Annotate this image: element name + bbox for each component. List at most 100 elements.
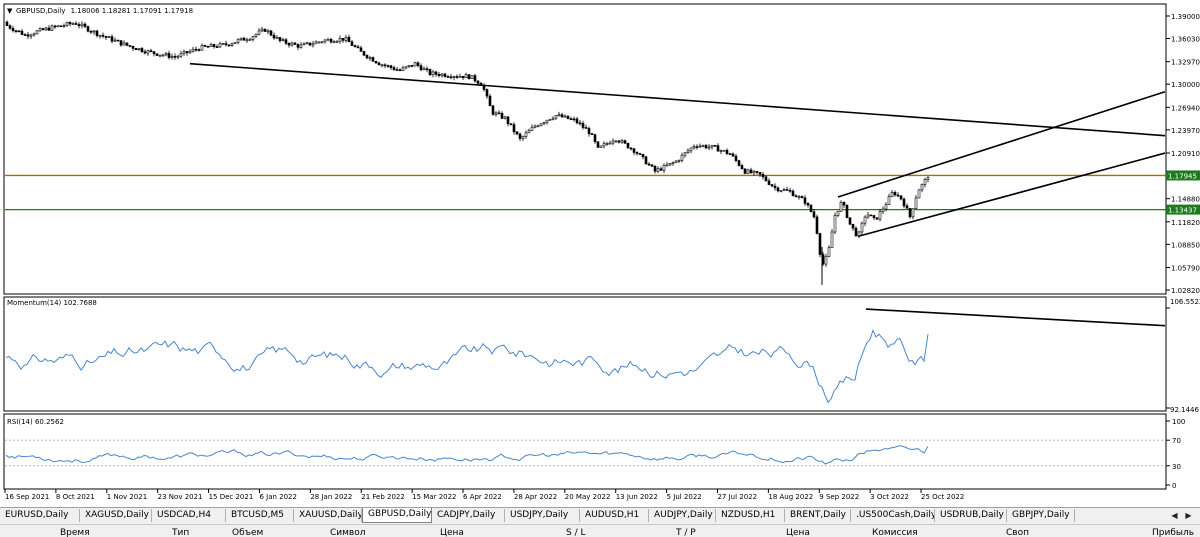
collapse-triangle-icon[interactable]: ▼: [7, 7, 13, 15]
candle-body: [431, 71, 435, 76]
time-tick-label: 3 Oct 2022: [870, 493, 909, 501]
candle-body: [410, 64, 414, 67]
time-tick-label: 25 Oct 2022: [921, 493, 964, 501]
candle-body: [662, 164, 666, 171]
candle-body: [644, 156, 648, 165]
terminal-column-header[interactable]: Тип: [172, 528, 190, 537]
candle-body: [722, 149, 726, 152]
candle-body: [314, 41, 318, 45]
momentum-panel[interactable]: [3, 296, 1167, 412]
candle-body: [428, 69, 432, 76]
tab-nzdusd-h1[interactable]: NZDUSD,H1: [716, 509, 785, 522]
terminal-column-header[interactable]: Комиссия: [872, 528, 918, 537]
candle-body: [521, 136, 525, 139]
candle-body: [524, 132, 528, 137]
candle-body: [116, 39, 120, 42]
terminal-column-header[interactable]: Время: [60, 528, 90, 537]
tab-btcusd-m5[interactable]: BTCUSD,M5: [226, 509, 294, 522]
terminal-column-header[interactable]: Символ: [330, 528, 366, 537]
candle-body: [5, 21, 9, 27]
candle-body: [707, 146, 711, 149]
candle-body: [848, 217, 852, 225]
terminal-column-header[interactable]: Прибыль: [1152, 528, 1195, 537]
candle-body: [215, 46, 219, 48]
tab-brent-daily[interactable]: BRENT,Daily: [785, 509, 851, 522]
trendline: [189, 62, 1166, 137]
candle-body: [812, 211, 816, 218]
terminal-column-header[interactable]: T / P: [676, 528, 696, 537]
time-tick-label: 5 Jul 2022: [667, 493, 702, 501]
candle-body: [851, 223, 855, 229]
candle-body: [782, 189, 786, 191]
candle-body: [263, 28, 267, 32]
tab-us500cash-daily[interactable]: .US500Cash,Daily: [851, 509, 935, 522]
candle-body: [203, 45, 207, 47]
candle-body: [398, 69, 402, 71]
candle-body: [122, 42, 126, 46]
candle-body: [86, 26, 90, 32]
tab-usdcad-h4[interactable]: USDCAD,H4: [152, 509, 226, 522]
candle-body: [230, 43, 234, 46]
tab-xauusd-daily[interactable]: XAUUSD,Daily: [294, 509, 362, 522]
candle-body: [272, 34, 276, 39]
candle-body: [206, 46, 210, 48]
tab-cadjpy-daily[interactable]: CADJPY,Daily: [432, 509, 505, 522]
candle-body: [539, 123, 543, 127]
candle-body: [101, 34, 105, 37]
candle-body: [554, 115, 558, 119]
terminal-column-header[interactable]: Цена: [440, 528, 464, 537]
candle-body: [611, 140, 615, 144]
candle-body: [296, 44, 300, 48]
candle-body: [860, 222, 864, 233]
candle-body: [608, 142, 612, 145]
candle-body: [305, 42, 309, 45]
rsi-tick-label: 30: [1172, 463, 1181, 471]
tab-eurusd-daily[interactable]: EURUSD,Daily: [0, 509, 80, 522]
candle-body: [383, 64, 387, 67]
rsi-title: RSI(14) 60.2562: [7, 418, 64, 426]
tab-audjpy-daily[interactable]: AUDJPY,Daily: [649, 509, 716, 522]
price-tick-label: 1.23970: [1171, 127, 1200, 135]
candle-body: [347, 37, 351, 43]
terminal-column-header[interactable]: Цена: [786, 528, 810, 537]
candle-body: [329, 38, 333, 43]
candle-body: [59, 25, 63, 28]
candle-body: [257, 30, 261, 35]
candle-body: [194, 48, 198, 51]
candle-body: [602, 143, 606, 147]
candle-body: [401, 67, 405, 71]
candle-body: [149, 50, 153, 52]
candle-body: [287, 43, 291, 46]
time-tick-label: 28 Jan 2022: [310, 493, 352, 501]
tab-gbpjpy-daily[interactable]: GBPJPY,Daily: [1007, 509, 1075, 522]
candle-body: [806, 203, 810, 206]
candle-body: [845, 204, 849, 218]
candle-body: [332, 41, 336, 44]
tab-xagusd-daily[interactable]: XAGUSD,Daily: [80, 509, 152, 522]
candle-body: [557, 114, 561, 117]
candle-body: [704, 145, 708, 149]
terminal-column-header[interactable]: S / L: [566, 528, 586, 537]
candle-body: [533, 125, 537, 128]
candle-body: [371, 57, 375, 62]
tab-gbpusd-daily[interactable]: GBPUSD,Daily: [362, 508, 432, 523]
candle-body: [374, 61, 378, 64]
candle-body: [923, 179, 927, 185]
candle-body: [386, 65, 390, 67]
candle-body: [836, 210, 840, 216]
terminal-column-header[interactable]: Своп: [1006, 528, 1029, 537]
terminal-column-header[interactable]: Объем: [232, 528, 264, 537]
tab-audusd-h1[interactable]: AUDUSD,H1: [580, 509, 649, 522]
main-price-panel[interactable]: [3, 3, 1167, 295]
chart-area[interactable]: 1.39000 1.36030 1.32970 1.30000 1.26940 1.239…: [0, 0, 1200, 507]
candle-body: [875, 217, 879, 220]
tab-scroll-left-icon[interactable]: ◀: [1171, 511, 1178, 520]
tab-usdjpy-daily[interactable]: USDJPY,Daily: [505, 509, 580, 522]
rsi-panel[interactable]: [3, 413, 1167, 490]
tab-scroll-right-icon[interactable]: ▶: [1185, 511, 1192, 520]
rsi-plot: [5, 439, 1166, 467]
tab-usdrub-daily[interactable]: USDRUB,Daily: [935, 509, 1007, 522]
candle-body: [506, 116, 510, 124]
candle-body: [581, 123, 585, 128]
candle-body: [551, 117, 555, 120]
